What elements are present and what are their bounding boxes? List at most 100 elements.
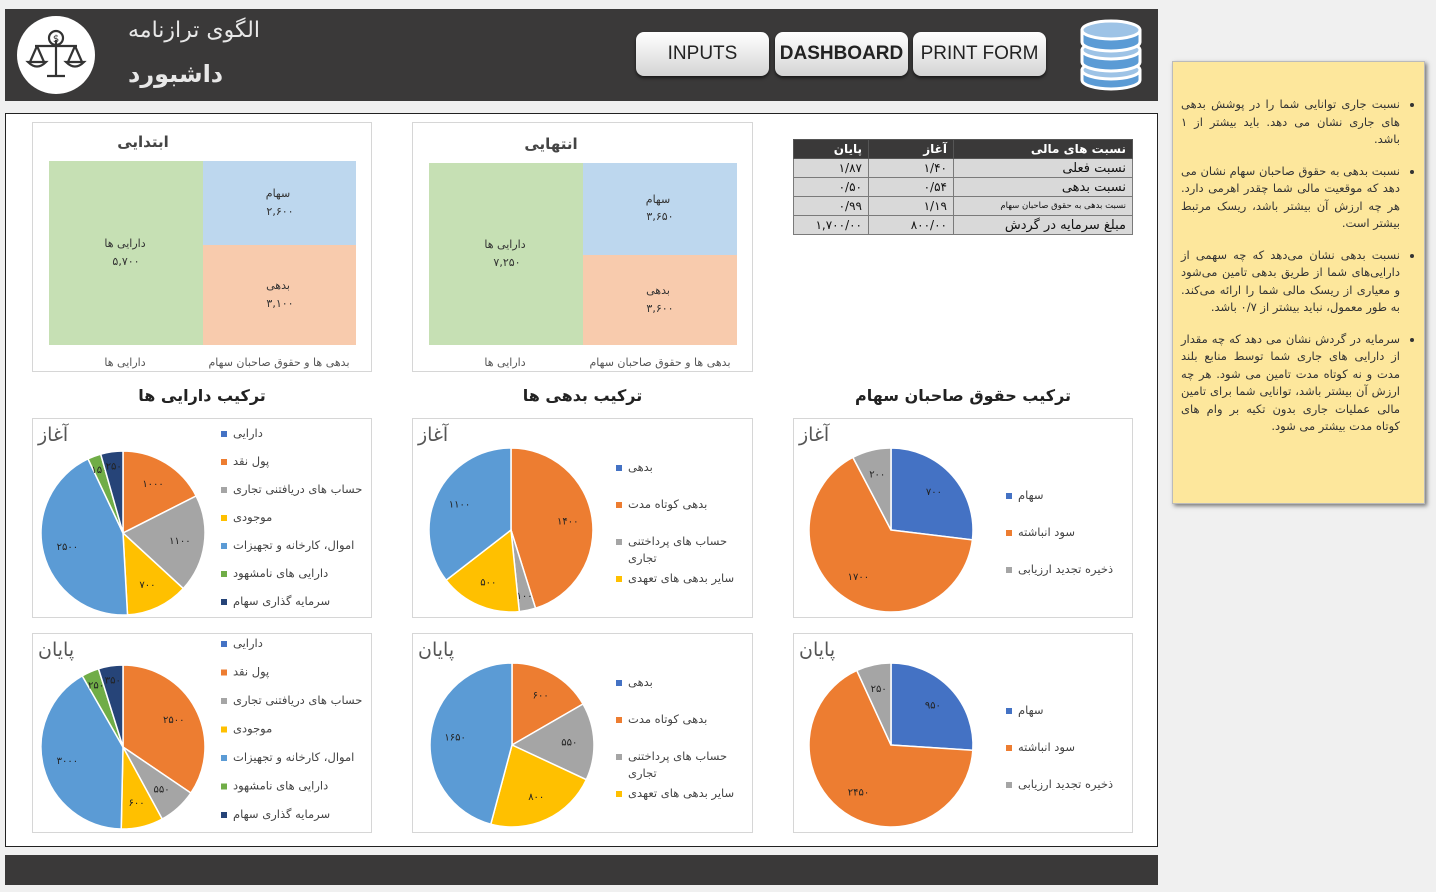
- pie-slice-label: ۸۰۰: [528, 792, 544, 803]
- ratio-name: نسبت بدهی به حقوق صاحبان سهام: [953, 196, 1133, 216]
- ratio-start-value: ۸۰۰/۰۰: [868, 215, 954, 235]
- legend-swatch: [221, 698, 227, 704]
- section-title-assets: ترکیب دارایی ها: [138, 386, 266, 405]
- pie-slice-label: ۳۵۰: [105, 676, 121, 687]
- legend-entry: تجاری: [628, 551, 657, 566]
- treemap-start: ابتدایی دارایی ها ۵,۷۰۰ سهام ۲,۶۰۰ بدهی …: [32, 122, 372, 372]
- legend-swatch: [221, 459, 227, 465]
- pie-title: آغاز: [37, 422, 69, 446]
- legend-entry: اموال، کارخانه و تجهیزات: [233, 750, 354, 765]
- pie-liabilities-start: آغاز۰۱۴۰۰۱۰۰۵۰۰۱۱۰۰بدهیبدهی کوتاه مدتحسا…: [412, 418, 753, 618]
- note-item: نسبت جاری توانایی شما را در پوشش بدهی ها…: [1181, 96, 1400, 149]
- pie-slice: [851, 447, 892, 531]
- legend-swatch: [616, 754, 622, 760]
- financial-ratios-table: پایان آغاز نسبت های مالی ۱/۸۷ ۱/۴۰ نسبت …: [793, 139, 1133, 235]
- ratio-start-value: ۱/۱۹: [868, 196, 954, 216]
- legend-entry: سرمایه گذاری سهام: [233, 807, 330, 822]
- print-form-button[interactable]: PRINT FORM: [913, 32, 1046, 76]
- ratio-end-value: ۰/۵۰: [793, 177, 869, 197]
- table-row: ۱/۸۷ ۱/۴۰ نسبت فعلی: [793, 158, 1133, 178]
- pie-slice: [808, 456, 974, 613]
- note-item: نسبت بدهی نشان می‌دهد که چه سهمی از دارا…: [1181, 247, 1400, 317]
- legend-entry: پول نقد: [233, 454, 269, 469]
- legend-swatch: [221, 515, 227, 521]
- legend-swatch: [1006, 567, 1012, 573]
- legend-entry: سرمایه گذاری سهام: [233, 594, 330, 609]
- pie-slice: [510, 702, 595, 781]
- legend-swatch: [616, 717, 622, 723]
- pie-slice-label: ۲۵۰۰: [163, 715, 184, 726]
- pie-slice-label: ۲۵۰: [871, 684, 887, 695]
- legend-entry: بدهی کوتاه مدت: [628, 712, 707, 727]
- pie-title: آغاز: [798, 422, 830, 446]
- treemap-liabilities-label: بدهی: [266, 279, 290, 292]
- pie-assets-start: آغاز ۱۰۰۰ ۱۱۰۰ ۷۰۰ ۲۵۰۰ ۱۵۰ ۲۵۰ دارایی پول نقد حس…: [32, 418, 372, 618]
- pie-title: پایان: [38, 639, 74, 661]
- pie-assets-end: پایان ۲۵۰۰ ۵۵۰ ۶۰۰ ۳۰۰۰ ۲۵۰ ۳۵۰ دارایی پول نقد حس…: [32, 633, 372, 833]
- legend-swatch: [1006, 745, 1012, 751]
- legend-swatch: [616, 465, 622, 471]
- legend-swatch: [616, 502, 622, 508]
- legend-swatch: [1006, 530, 1012, 536]
- table-header-row: پایان آغاز نسبت های مالی: [793, 139, 1133, 159]
- treemap-assets-value: ۵,۷۰۰: [112, 255, 139, 268]
- treemap-liabilities-block: [203, 245, 356, 345]
- pie-slice-label: ۲۵۰۰: [57, 542, 78, 553]
- legend-entry: حساب های پرداختنی: [628, 534, 727, 549]
- pie-slice-label: ۲۰۰: [869, 469, 885, 480]
- pie-slice-label: ۷۰۰: [139, 580, 155, 591]
- pie-slice-label: ۲۵۰: [106, 461, 122, 472]
- legend-entry: موجودی: [233, 722, 272, 737]
- treemap-axis-right: بدهی ها و حقوق صاحبان سهام: [208, 356, 349, 369]
- ratio-start-value: ۱/۴۰: [868, 158, 954, 178]
- pie-title: آغاز: [417, 422, 449, 446]
- inputs-button[interactable]: INPUTS: [636, 32, 769, 76]
- treemap-title: ابتدایی: [117, 133, 169, 151]
- table-row: ۰/۹۹ ۱/۱۹ نسبت بدهی به حقوق صاحبان سهام: [793, 196, 1133, 216]
- pie-slice-label: ۱۱۰۰: [449, 500, 470, 511]
- treemap-assets-block: [429, 163, 583, 345]
- pie-slice-label: ۵۰۰: [480, 578, 496, 589]
- treemap-axis-left: دارایی ها: [484, 356, 525, 369]
- ratio-end-value: ۱/۸۷: [793, 158, 869, 178]
- pie-slice: [890, 447, 974, 541]
- ratio-start-value: ۰/۵۴: [868, 177, 954, 197]
- legend-entry: بدهی: [628, 460, 653, 474]
- treemap-equity-value: ۲,۶۰۰: [266, 205, 293, 218]
- table-row: ۱,۷۰۰/۰۰ ۸۰۰/۰۰ مبلغ سرمایه در گردش: [793, 215, 1133, 235]
- legend-swatch: [221, 726, 227, 733]
- column-header-ratio-name: نسبت های مالی: [953, 139, 1133, 159]
- legend-swatch: [616, 576, 622, 582]
- pie-slice: [855, 662, 892, 746]
- pie-slice-label: ۱۶۵۰: [444, 733, 465, 744]
- treemap-assets-label: دارایی ها: [484, 238, 525, 251]
- pie-slice-label: ۶۰۰: [128, 798, 144, 809]
- legend-swatch: [616, 680, 622, 686]
- pie-slice-label: ۶۰۰: [533, 690, 549, 701]
- pie-slice: [510, 447, 594, 610]
- treemap-equity-label: سهام: [266, 187, 290, 200]
- legend-swatch: [221, 599, 227, 605]
- pie-slice: [808, 669, 974, 828]
- legend-entry: موجودی: [233, 510, 272, 525]
- treemap-assets-block: [49, 161, 203, 345]
- legend-entry: دارایی: [233, 636, 263, 651]
- treemap-axis-left: دارایی ها: [104, 356, 145, 369]
- treemap-equity-label: سهام: [646, 193, 670, 206]
- pie-slice: [121, 494, 206, 590]
- pie-slice-label: ۲۴۵۰: [848, 787, 869, 798]
- pie-slice-label: ۱۴۰۰: [557, 516, 578, 527]
- pie-slice-label: ۳۰۰۰: [57, 756, 78, 767]
- pie-slice-label: ۲۵۰: [88, 680, 104, 691]
- legend-entry: بدهی کوتاه مدت: [628, 497, 707, 512]
- legend-entry: سایر بدهی های تعهدی: [628, 571, 734, 586]
- ratio-end-value: ۰/۹۹: [793, 196, 869, 216]
- pie-slice: [890, 662, 974, 752]
- treemap-end: انتهایی دارایی ها ۷,۲۵۰ سهام ۳,۶۵۰ بدهی …: [412, 122, 753, 372]
- legend-entry: سهام: [1018, 488, 1044, 502]
- database-icon[interactable]: [1078, 16, 1144, 92]
- dashboard-button[interactable]: DASHBOARD: [775, 32, 908, 76]
- legend-entry: سهام: [1018, 703, 1044, 717]
- legend-entry: حساب های دریافتنی تجاری: [233, 482, 362, 497]
- section-title-equity: ترکیب حقوق صاحبان سهام: [854, 386, 1072, 405]
